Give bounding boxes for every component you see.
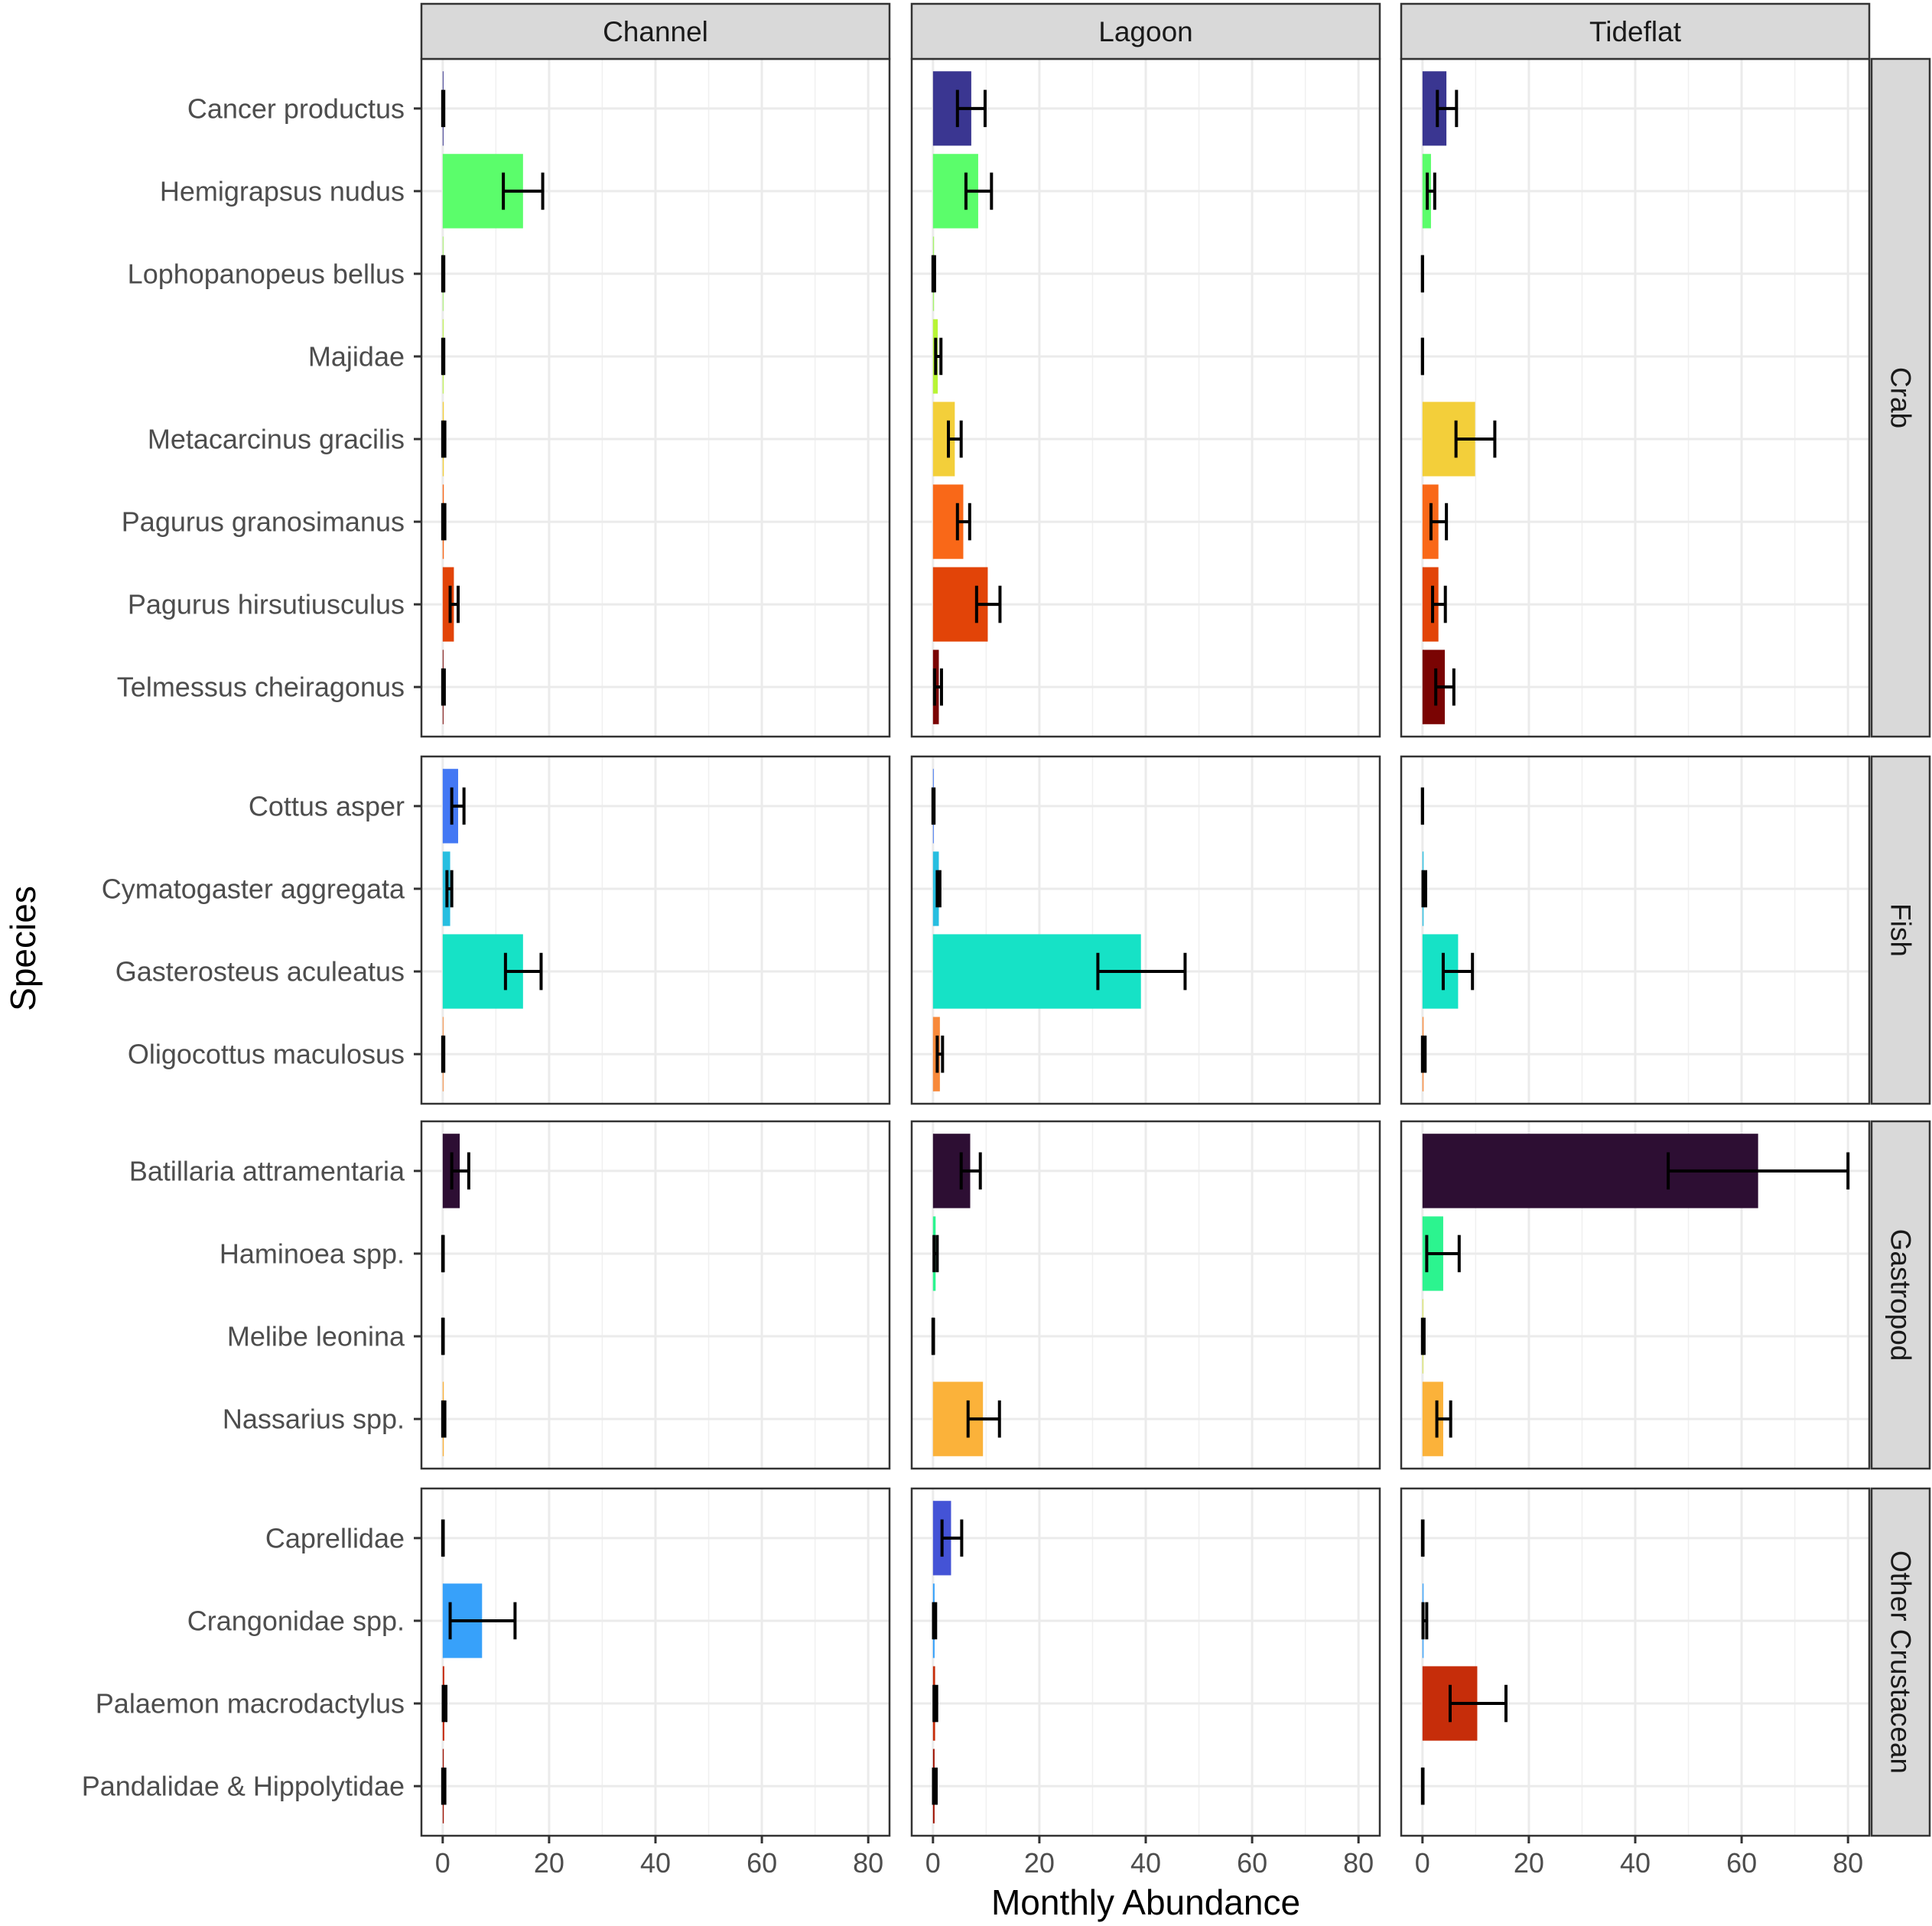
strip-label-gastropod: Gastropod bbox=[1885, 1229, 1917, 1362]
x-tick-label: 20 bbox=[1514, 1847, 1544, 1879]
x-tick-label: 40 bbox=[1620, 1847, 1651, 1879]
strip-layer: Channel Lagoon Tideflat Crab Fish Gastropod Ot… bbox=[420, 2, 1931, 1837]
x-tick-label: 80 bbox=[1833, 1847, 1863, 1879]
y-tick-label: Gasterosteus aculeatus bbox=[115, 956, 405, 987]
x-tick-label: 80 bbox=[853, 1847, 883, 1879]
panel-lagoon-gastropod bbox=[910, 1120, 1381, 1470]
panel-tideflat-crab bbox=[1400, 57, 1871, 738]
panel-channel-gastropod bbox=[420, 1120, 891, 1470]
y-tick-label: Pandalidae & Hippolytidae bbox=[82, 1771, 405, 1802]
y-tick-label: Melibe leonina bbox=[227, 1321, 405, 1352]
panel-border bbox=[420, 755, 891, 1105]
strip-gastropod bbox=[1870, 1120, 1931, 1470]
y-tick-label: Palaemon macrodactylus bbox=[96, 1688, 405, 1719]
x-tick-label: 60 bbox=[1726, 1847, 1757, 1879]
y-tick-label: Metacarcinus gracilis bbox=[148, 424, 405, 455]
x-tick-label: 60 bbox=[1237, 1847, 1267, 1879]
strip-other-crustacean bbox=[1870, 1487, 1931, 1837]
x-tick-label: 60 bbox=[746, 1847, 777, 1879]
strip-fish bbox=[1870, 755, 1931, 1105]
y-tick-label: Cottus asper bbox=[249, 790, 405, 821]
y-tick-label: Hemigrapsus nudus bbox=[160, 175, 405, 207]
x-tick-label: 0 bbox=[1415, 1847, 1430, 1879]
x-axis-layer: 0 20 40 60 80 0 20 40 60 80 0 20 40 60 80 bbox=[435, 1836, 1863, 1879]
panel-channel-crab bbox=[420, 57, 891, 738]
panel-border bbox=[910, 755, 1381, 1105]
y-tick-label: Cymatogaster aggregata bbox=[102, 873, 405, 904]
panel-lagoon-fish bbox=[910, 755, 1381, 1105]
panel-channel-fish bbox=[420, 755, 891, 1105]
y-tick-label: Haminoea spp. bbox=[220, 1238, 405, 1269]
strip-label-other-crustacean: Other Crustacean bbox=[1885, 1550, 1917, 1774]
y-tick-label: Pagurus granosimanus bbox=[122, 506, 405, 538]
x-tick-label: 20 bbox=[1024, 1847, 1055, 1879]
panel-border bbox=[1400, 1120, 1871, 1470]
strip-crab bbox=[1870, 57, 1931, 738]
y-tick-label: Cancer productus bbox=[187, 93, 405, 124]
x-tick-label: 0 bbox=[925, 1847, 941, 1879]
strip-label-crab: Crab bbox=[1885, 367, 1917, 428]
panel-border bbox=[420, 1120, 891, 1470]
x-tick-label: 40 bbox=[640, 1847, 671, 1879]
y-tick-label: Lophopanopeus bellus bbox=[128, 258, 405, 289]
x-axis-title: Monthly Abundance bbox=[991, 1882, 1300, 1922]
x-tick-label: 80 bbox=[1343, 1847, 1374, 1879]
x-tick-label: 0 bbox=[435, 1847, 450, 1879]
y-axis-layer: Cancer productus Hemigrapsus nudus Lophopa… bbox=[82, 93, 421, 1802]
y-tick-label: Nassarius spp. bbox=[223, 1404, 405, 1435]
y-tick-label: Caprellidae bbox=[265, 1522, 405, 1553]
x-tick-label: 20 bbox=[534, 1847, 564, 1879]
strip-tideflat bbox=[1400, 2, 1871, 60]
panel-lagoon-other-crustacean bbox=[910, 1487, 1381, 1837]
panel-layer bbox=[420, 57, 1871, 1837]
y-tick-label: Oligocottus maculosus bbox=[128, 1039, 405, 1070]
x-tick-label: 40 bbox=[1130, 1847, 1161, 1879]
panel-lagoon-crab bbox=[910, 57, 1381, 738]
y-tick-label: Pagurus hirsutiusculus bbox=[128, 589, 405, 620]
strip-label-tideflat: Tideflat bbox=[1589, 16, 1682, 47]
bar-pagurus-hirsutiusculus bbox=[1422, 567, 1439, 642]
y-tick-label: Telmessus cheiragonus bbox=[117, 672, 405, 703]
y-tick-label: Majidae bbox=[308, 340, 405, 372]
strip-channel bbox=[420, 2, 891, 60]
panel-border bbox=[910, 1120, 1381, 1470]
panel-tideflat-other-crustacean bbox=[1400, 1487, 1871, 1837]
panel-tideflat-fish bbox=[1400, 755, 1871, 1105]
strip-label-lagoon: Lagoon bbox=[1098, 16, 1192, 47]
strip-label-fish: Fish bbox=[1885, 903, 1917, 957]
panel-tideflat-gastropod bbox=[1400, 1120, 1871, 1470]
panel-border bbox=[1400, 755, 1871, 1105]
strip-label-channel: Channel bbox=[603, 16, 708, 47]
y-axis-title: Species bbox=[3, 886, 43, 1011]
strip-lagoon bbox=[910, 2, 1381, 60]
y-tick-label: Crangonidae spp. bbox=[187, 1605, 405, 1636]
panel-channel-other-crustacean bbox=[420, 1487, 891, 1837]
y-tick-label: Batillaria attramentaria bbox=[129, 1155, 405, 1186]
